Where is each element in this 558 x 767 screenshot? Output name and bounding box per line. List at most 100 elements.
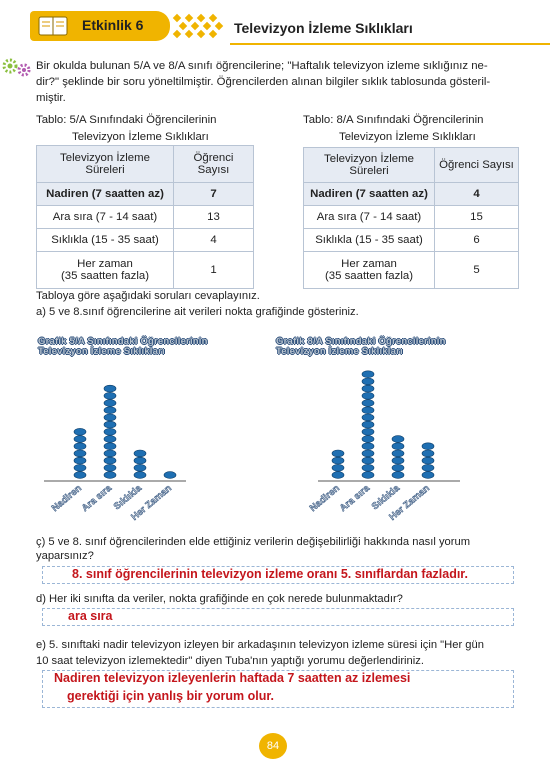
data-dot [73, 449, 87, 458]
page-number: 84 [259, 733, 287, 759]
data-dot [73, 428, 87, 436]
category-label: Ara sıra [80, 482, 115, 514]
data-dot [103, 435, 117, 443]
data-dot [421, 442, 435, 450]
category-label: Nadiren [50, 483, 84, 514]
data-dot [421, 449, 435, 458]
data-dot [391, 471, 405, 479]
instruction-text: Tabloya göre aşağıdaki soruları cevaplay… [36, 290, 260, 302]
table-5a-caption-line1: Tablo: 5/A Sınıfındaki Öğrencilerinin [36, 114, 217, 126]
data-dot [391, 456, 405, 465]
data-dot [361, 399, 375, 407]
data-dot [361, 435, 375, 443]
data-dot [331, 471, 345, 479]
data-dot [391, 464, 405, 472]
diamond-pattern-icon [172, 13, 224, 39]
answer-box-d[interactable] [42, 608, 514, 626]
intro-line: Bir okulda bulunan 5/A ve 8/A sınıfı öğr… [36, 60, 488, 72]
chart-8a-title: Grafik 8/A Sınıfındaki Öğrencilerinin Te… [276, 336, 446, 357]
data-dot [73, 442, 87, 450]
data-dot [103, 406, 117, 414]
data-dot [391, 442, 405, 450]
table-row: Ara sıra (7 - 14 saat) 15 [303, 205, 519, 229]
data-dot [133, 464, 147, 472]
data-dot [361, 464, 375, 472]
table-row: Ara sıra (7 - 14 saat) 13 [36, 205, 254, 229]
data-dot [73, 471, 87, 479]
intro-line: dir?" şeklinde bir soru yöneltilmiştir. … [36, 76, 491, 88]
intro-line: miştir. [36, 92, 66, 104]
data-dot [103, 471, 117, 479]
activity-badge-label: Etkinlik 6 [82, 17, 144, 33]
data-dot [103, 442, 117, 450]
answer-e-line2: gerektiği için yanlış bir yorum olur. [67, 689, 275, 703]
answer-e-line1: Nadiren televizyon izleyenlerin haftada … [54, 671, 411, 685]
data-dot [103, 420, 117, 429]
data-dot [361, 384, 375, 393]
data-dot [103, 456, 117, 465]
answer-c: 8. sınıf öğrencilerinin televizyon izlem… [72, 567, 468, 581]
answer-box-e[interactable] [42, 670, 514, 708]
data-dot [421, 471, 435, 479]
data-dot [73, 464, 87, 472]
data-dot [133, 471, 147, 479]
question-c-line2: yaparsınız? [36, 550, 94, 562]
category-label: Nadiren [308, 483, 342, 514]
table-5a-caption-line2: Televizyon İzleme Sıklıkları [72, 131, 209, 143]
data-dot [361, 413, 375, 422]
chart-5a-title: Grafik 5/A Sınıfındaki Öğrencilerinin Te… [38, 336, 208, 357]
data-dot [421, 464, 435, 472]
data-dot [361, 406, 375, 414]
data-dot [103, 399, 117, 407]
table-row: Sıklıkla (15 - 35 saat) 6 [303, 228, 519, 252]
data-dot [391, 435, 405, 443]
table-header-cell: Öğrenci Sayısı [173, 145, 254, 183]
table-row: Sıklıkla (15 - 35 saat) 4 [36, 228, 254, 252]
header-underline [230, 43, 550, 45]
data-dot [361, 449, 375, 458]
data-dot [391, 449, 405, 458]
table-header-cell: Televizyon İzleme Süreleri [36, 145, 174, 183]
question-e-line1: e) 5. sınıftaki nadir televizyon izleyen… [36, 639, 484, 651]
page-title: Televizyon İzleme Sıklıkları [234, 20, 413, 36]
book-icon [38, 16, 68, 36]
data-dot [361, 420, 375, 429]
data-dot [73, 456, 87, 465]
table-5a: Televizyon İzleme Süreleri Öğrenci Sayıs… [36, 145, 254, 289]
answer-box-c[interactable] [42, 566, 514, 584]
question-e-line2: 10 saat televizyon izlemektedir" diyen T… [36, 655, 424, 667]
data-dot [73, 435, 87, 443]
data-dot [331, 456, 345, 465]
question-d: d) Her iki sınıfta da veriler, nokta gra… [36, 593, 403, 605]
data-dot [163, 471, 177, 479]
category-label: Ara sıra [338, 482, 373, 514]
data-dot [133, 456, 147, 465]
table-header-cell: Öğrenci Sayısı [434, 147, 519, 183]
data-dot [103, 449, 117, 458]
data-dot [361, 428, 375, 436]
data-dot [361, 370, 375, 378]
data-dot [103, 392, 117, 400]
data-dot [361, 442, 375, 450]
data-dot [133, 449, 147, 458]
data-dot [361, 392, 375, 400]
question-a: a) 5 ve 8.sınıf öğrencilerine ait verile… [36, 306, 359, 318]
gears-icon [2, 58, 31, 77]
intro-paragraph: Bir okulda bulunan 5/A ve 8/A sınıfı öğr… [36, 58, 536, 106]
answer-d: ara sıra [68, 609, 113, 623]
table-row: Her zaman (35 saatten fazla) 1 [36, 251, 254, 289]
table-row: Her zaman (35 saatten fazla) 5 [303, 251, 519, 289]
table-row: Nadiren (7 saatten az) 7 [36, 182, 254, 206]
data-dot [103, 464, 117, 472]
data-dot [103, 428, 117, 436]
table-row: Nadiren (7 saatten az) 4 [303, 182, 519, 206]
data-dot [103, 413, 117, 422]
table-8a-caption-line1: Tablo: 8/A Sınıfındaki Öğrencilerinin [303, 114, 484, 126]
table-8a: Televizyon İzleme Süreleri Öğrenci Sayıs… [303, 147, 519, 289]
data-dot [361, 377, 375, 386]
table-header-cell: Televizyon İzleme Süreleri [303, 147, 435, 183]
data-dot [421, 456, 435, 465]
data-dot [331, 464, 345, 472]
data-dot [361, 456, 375, 465]
